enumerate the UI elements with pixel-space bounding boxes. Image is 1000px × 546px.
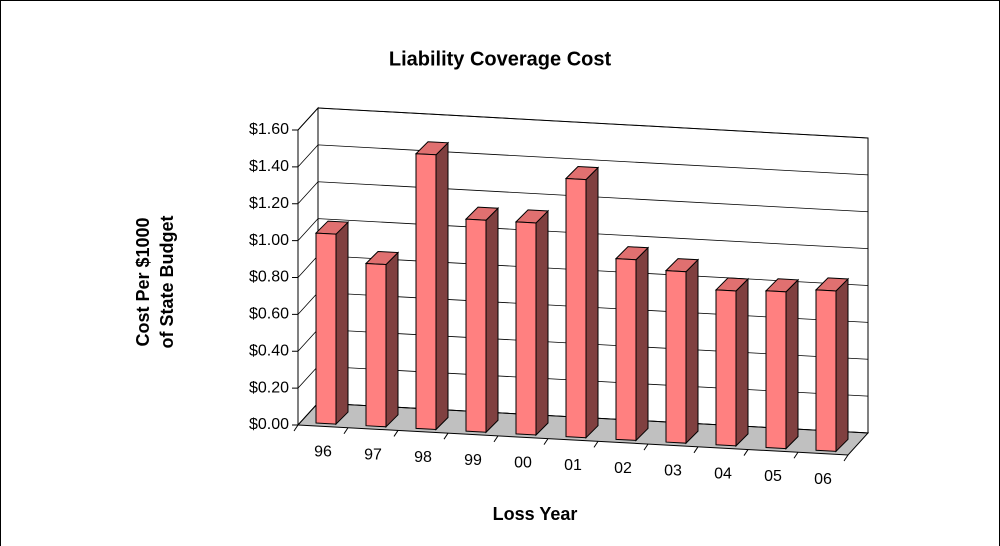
x-tick-label: 02 [614,460,632,477]
y-tick-label: $0.80 [249,269,289,286]
y-axis-title-line: Cost Per $1000 [133,217,153,346]
x-tick [743,449,749,456]
grid-line [297,107,869,139]
bar-side [835,277,849,453]
x-tick-label: 96 [314,444,332,461]
bar [765,290,787,450]
grid-line [297,144,869,176]
bar [615,258,637,441]
grid-line [297,181,869,213]
bar-side [585,166,599,439]
bar-side [535,209,549,437]
bar-side [485,207,499,434]
bar [465,218,487,433]
x-tick [343,427,349,435]
y-tick-label: $0.20 [249,379,289,396]
y-tick-label: $1.60 [249,121,289,138]
x-tick [493,435,499,443]
bar [815,289,837,452]
x-tick [693,446,699,454]
y-tick-label: $0.60 [249,306,289,323]
x-tick [543,438,549,445]
x-tick [593,441,599,448]
x-tick-label: 99 [464,452,482,469]
x-axis-title: Loss Year [493,504,578,524]
y-tick-label: $0.00 [249,416,289,433]
x-tick [443,432,449,440]
x-tick-label: 06 [814,471,832,488]
bar-side [385,251,399,429]
bar-side [335,220,349,426]
y-tick-label: $0.40 [249,342,289,359]
x-tick-label: 05 [764,468,782,485]
bar-side [435,141,449,431]
x-tick [393,430,399,437]
x-tick-label: 98 [414,449,432,466]
bar-side [735,277,749,448]
bar [365,262,387,428]
x-tick-label: 00 [514,454,532,471]
y-axis-title: Cost Per $1000 of State Budget [133,215,177,348]
bar [415,153,437,431]
bar-side [785,278,799,450]
y-tick-label: $1.00 [249,232,289,249]
x-tick [643,443,649,451]
x-tick-label: 03 [664,463,682,480]
bar [315,232,337,425]
chart-title: Liability Coverage Cost [389,48,612,70]
bar [565,177,587,439]
bar [715,289,737,447]
x-tick-label: 97 [364,446,382,463]
x-tick [843,454,849,462]
bar [665,270,687,444]
x-tick [293,424,299,432]
x-tick [793,451,799,459]
y-tick-label: $1.20 [249,195,289,212]
bar-side [635,246,649,442]
x-tick-label: 04 [714,465,732,482]
y-tick-label: $1.40 [249,158,289,175]
x-tick-label: 01 [564,457,582,474]
bar-side [685,258,699,445]
grid-line [297,218,869,250]
bar [515,221,537,436]
y-axis-title-line: of State Budget [157,215,177,348]
